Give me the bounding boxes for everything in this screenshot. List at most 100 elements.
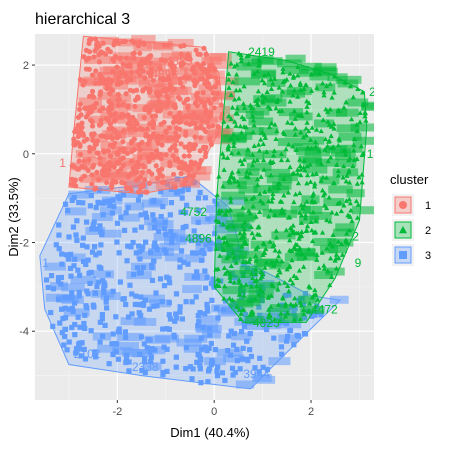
legend-label-2: 2 bbox=[425, 225, 431, 237]
y-axis-label: Dim2 (33.5%) bbox=[6, 177, 21, 256]
cluster-3-point bbox=[120, 296, 126, 302]
cluster-3-point bbox=[204, 348, 210, 354]
cluster-3-point bbox=[127, 282, 133, 288]
cluster-2-point bbox=[226, 76, 232, 82]
cluster-2-point bbox=[304, 180, 310, 186]
cluster-3-label-mass bbox=[111, 347, 133, 356]
cluster-1-point bbox=[94, 43, 100, 49]
cluster-1-point bbox=[83, 114, 89, 120]
cluster-3-label-mass bbox=[164, 236, 187, 245]
cluster-2-point bbox=[262, 250, 268, 255]
cluster-2-point bbox=[319, 229, 326, 235]
cluster-1-point bbox=[178, 141, 184, 147]
cluster-3-point bbox=[146, 306, 153, 312]
cluster-2-point bbox=[303, 228, 309, 233]
cluster-2-point bbox=[220, 221, 226, 227]
cluster-3-label-mass bbox=[119, 342, 139, 351]
x-tick-label: 2 bbox=[308, 406, 314, 418]
cluster-2-label-mass bbox=[222, 133, 248, 142]
cluster-3-point bbox=[138, 294, 144, 300]
cluster-2-label-mass bbox=[276, 59, 302, 68]
cluster-1-label-mass bbox=[198, 84, 220, 93]
cluster-2-point bbox=[216, 210, 222, 216]
cluster-1-point bbox=[89, 123, 96, 129]
cluster-1-point bbox=[98, 49, 104, 55]
cluster-1-label-mass bbox=[160, 159, 185, 168]
cluster-3-point bbox=[300, 301, 306, 308]
cluster-2-label-mass bbox=[238, 176, 259, 185]
cluster-3-point bbox=[133, 293, 139, 299]
cluster-3-label-mass bbox=[184, 254, 205, 263]
cluster-2-label-mass bbox=[336, 124, 360, 133]
cluster-3-point bbox=[256, 369, 262, 375]
cluster-3-point bbox=[107, 202, 113, 209]
cluster-3-label-mass bbox=[278, 334, 300, 343]
cluster-1-label-mass bbox=[97, 91, 121, 100]
cluster-2-point bbox=[256, 209, 263, 214]
cluster-1-label-mass bbox=[153, 125, 179, 134]
cluster-1-label-mass bbox=[194, 67, 218, 76]
cluster-2-point-label: 9 bbox=[355, 256, 362, 270]
cluster-2-point bbox=[329, 94, 335, 100]
cluster-3-label-mass bbox=[97, 344, 120, 353]
cluster-3-point bbox=[88, 328, 94, 334]
cluster-2-label-mass bbox=[300, 305, 325, 314]
cluster-3-label-mass bbox=[184, 272, 209, 281]
cluster-3-point bbox=[197, 366, 203, 372]
cluster-2-label-mass bbox=[234, 77, 261, 86]
cluster-2-point bbox=[349, 218, 355, 224]
cluster-3-label-mass bbox=[154, 334, 180, 343]
cluster-2-point bbox=[228, 92, 234, 97]
cluster-2-point bbox=[292, 125, 298, 131]
cluster-3-label-mass bbox=[217, 308, 237, 317]
cluster-3-point bbox=[84, 244, 90, 250]
cluster-2-point bbox=[255, 224, 261, 230]
cluster-3-point bbox=[166, 280, 173, 286]
cluster-1-label-mass bbox=[109, 94, 132, 103]
cluster-1-point bbox=[186, 147, 192, 154]
cluster-2-point bbox=[293, 191, 299, 197]
cluster-2-point bbox=[249, 230, 255, 236]
cluster-2-point bbox=[226, 85, 232, 90]
cluster-3-point bbox=[197, 362, 203, 368]
cluster-2-point bbox=[350, 94, 356, 100]
cluster-1-label-mass bbox=[184, 73, 204, 82]
cluster-1-point bbox=[135, 94, 141, 100]
cluster-3-point bbox=[45, 284, 51, 291]
cluster-1-point bbox=[137, 50, 143, 56]
cluster-1-label-mass bbox=[210, 114, 234, 123]
cluster-2-point bbox=[254, 157, 260, 163]
cluster-1-label-mass bbox=[132, 104, 159, 113]
cluster-2-point bbox=[233, 123, 239, 128]
cluster-2-point bbox=[225, 146, 231, 152]
cluster-2-point bbox=[343, 99, 349, 105]
cluster-1-label-mass bbox=[128, 170, 149, 179]
cluster-3-point bbox=[177, 309, 183, 315]
cluster-3-label-mass bbox=[161, 189, 184, 198]
cluster-3-label-mass bbox=[176, 234, 199, 243]
cluster-3-point bbox=[64, 347, 70, 353]
cluster-2-point bbox=[347, 213, 353, 219]
cluster-1-label-mass bbox=[168, 87, 188, 96]
cluster-1-label-mass bbox=[112, 52, 134, 61]
cluster-3-label-mass bbox=[132, 349, 151, 358]
cluster-3-point bbox=[116, 250, 122, 256]
cluster-2-point bbox=[306, 128, 312, 134]
cluster-2-point bbox=[328, 133, 334, 139]
cluster-1-label-mass bbox=[214, 128, 234, 137]
cluster-1-point bbox=[103, 51, 109, 57]
cluster-2-point bbox=[273, 136, 279, 142]
cluster-2-point bbox=[299, 229, 305, 234]
cluster-1-point bbox=[75, 133, 82, 140]
cluster-2-point-label: 2 bbox=[352, 229, 359, 243]
cluster-2-label-mass bbox=[245, 315, 264, 324]
cluster-1-label-mass bbox=[131, 35, 156, 44]
cluster-3-point bbox=[129, 311, 135, 317]
cluster-2-point bbox=[359, 179, 365, 185]
cluster-3-point bbox=[97, 223, 103, 229]
cluster-1-label-mass bbox=[159, 151, 179, 160]
cluster-2-point bbox=[291, 273, 297, 279]
cluster-3-label-mass bbox=[204, 357, 226, 366]
cluster-2-label-mass bbox=[290, 205, 311, 214]
